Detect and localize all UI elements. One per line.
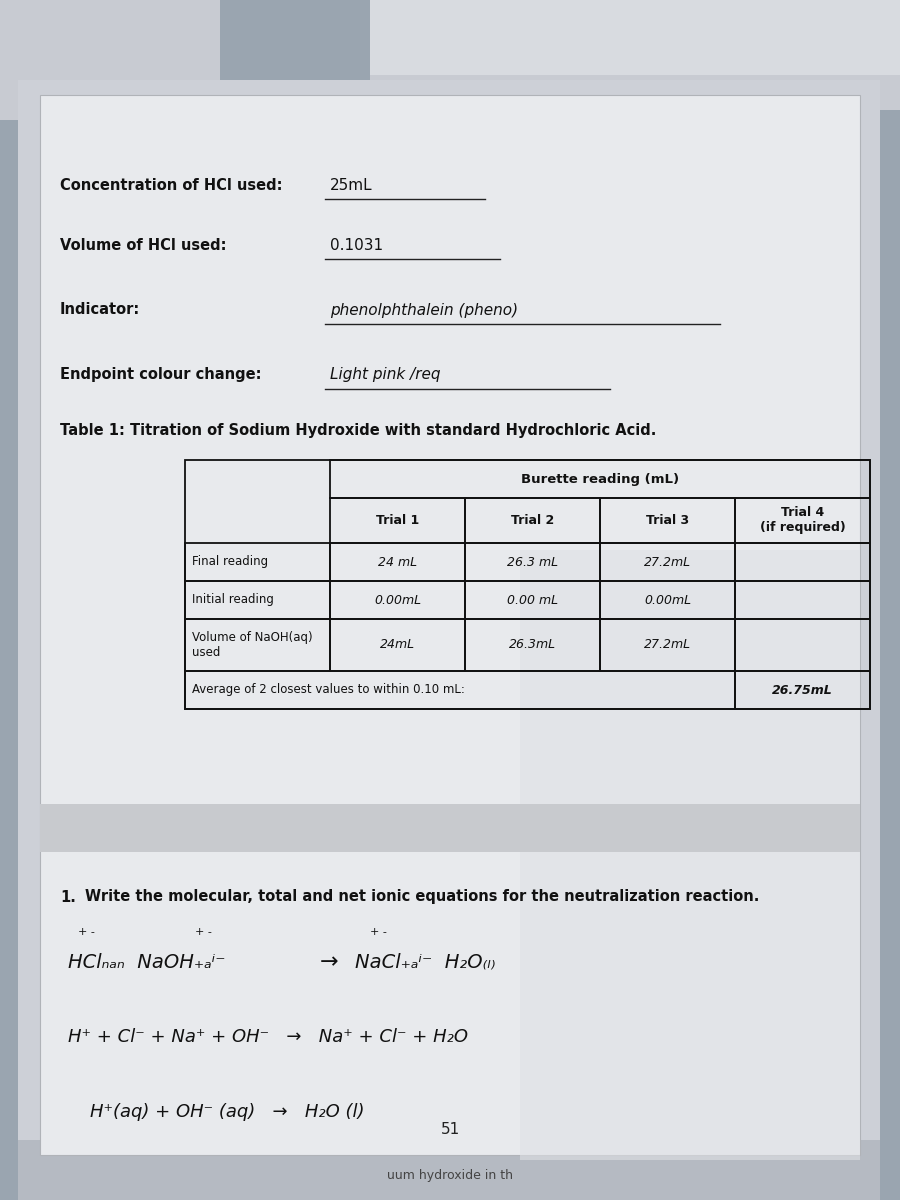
Text: Volume of NaOH(aq)
used: Volume of NaOH(aq) used [192,631,312,659]
Bar [40,95,860,1154]
Text: 25mL: 25mL [330,178,373,192]
Bar [465,542,600,581]
Bar [40,804,860,852]
Bar [600,498,735,542]
Text: + -: + - [370,926,387,937]
Bar [600,619,735,671]
Bar [735,671,870,709]
Bar [185,671,735,709]
Text: Trial 3: Trial 3 [646,514,689,527]
Text: Trial 4
(if required): Trial 4 (if required) [760,506,845,534]
Bar [465,498,600,542]
Text: Indicator:: Indicator: [60,302,140,318]
Bar [185,542,330,581]
Text: Volume of HCl used:: Volume of HCl used: [60,238,227,252]
Text: + -: + - [195,926,212,937]
Text: + -: + - [78,926,94,937]
Text: Final reading: Final reading [192,556,268,569]
Text: 24mL: 24mL [380,638,415,652]
Text: 24 mL: 24 mL [378,556,417,569]
Text: phenolphthalein (pheno): phenolphthalein (pheno) [330,302,518,318]
Text: Light pink /req: Light pink /req [330,367,440,383]
Bar [0,0,220,120]
Text: 0.00 mL: 0.00 mL [507,594,558,606]
Text: H⁺ + Cl⁻ + Na⁺ + OH⁻   →   Na⁺ + Cl⁻ + H₂O: H⁺ + Cl⁻ + Na⁺ + OH⁻ → Na⁺ + Cl⁻ + H₂O [68,1028,468,1046]
Text: Burette reading (mL): Burette reading (mL) [521,473,680,486]
Text: Concentration of HCl used:: Concentration of HCl used: [60,178,283,192]
Text: 26.75mL: 26.75mL [772,684,832,696]
Text: Trial 2: Trial 2 [511,514,554,527]
Text: Average of 2 closest values to within 0.10 mL:: Average of 2 closest values to within 0.… [192,684,465,696]
Text: H⁺(aq) + OH⁻ (aq)   →   H₂O (l): H⁺(aq) + OH⁻ (aq) → H₂O (l) [90,1103,365,1121]
Text: 26.3mL: 26.3mL [508,638,556,652]
Text: 27.2mL: 27.2mL [644,638,691,652]
Text: 51: 51 [440,1122,460,1138]
Text: 0.00mL: 0.00mL [374,594,421,606]
Bar [330,581,465,619]
Bar [330,619,465,671]
Bar [370,0,900,110]
Text: NaCl₊ₐⁱ⁻  H₂O₍ₗ₎: NaCl₊ₐⁱ⁻ H₂O₍ₗ₎ [355,953,495,972]
Text: 27.2mL: 27.2mL [644,556,691,569]
Text: 26.3 mL: 26.3 mL [507,556,558,569]
Text: uum hydroxide in th: uum hydroxide in th [387,1169,513,1182]
Text: Write the molecular, total and net ionic equations for the neutralization reacti: Write the molecular, total and net ionic… [85,889,760,905]
Bar [465,581,600,619]
Bar [600,581,735,619]
Bar [735,498,870,542]
Text: Trial 1: Trial 1 [376,514,419,527]
Bar [370,0,900,74]
Bar [18,1140,880,1200]
Bar [330,542,465,581]
Text: Endpoint colour change:: Endpoint colour change: [60,367,262,383]
Bar [465,619,600,671]
Bar [735,619,870,671]
Text: 0.00mL: 0.00mL [644,594,691,606]
Bar [735,542,870,581]
Bar [735,581,870,619]
Bar [185,619,330,671]
Text: HClₙₐₙ  NaOH₊ₐⁱ⁻: HClₙₐₙ NaOH₊ₐⁱ⁻ [68,953,226,972]
Text: Table 1: Titration of Sodium Hydroxide with standard Hydrochloric Acid.: Table 1: Titration of Sodium Hydroxide w… [60,422,656,438]
Text: Initial reading: Initial reading [192,594,274,606]
Bar [330,498,465,542]
Bar [600,542,735,581]
Bar [330,460,870,498]
Text: 0.1031: 0.1031 [330,238,383,252]
Text: →: → [320,952,338,972]
Bar [185,460,870,709]
Bar [185,581,330,619]
Bar [520,550,860,1160]
Text: 1.: 1. [60,889,76,905]
